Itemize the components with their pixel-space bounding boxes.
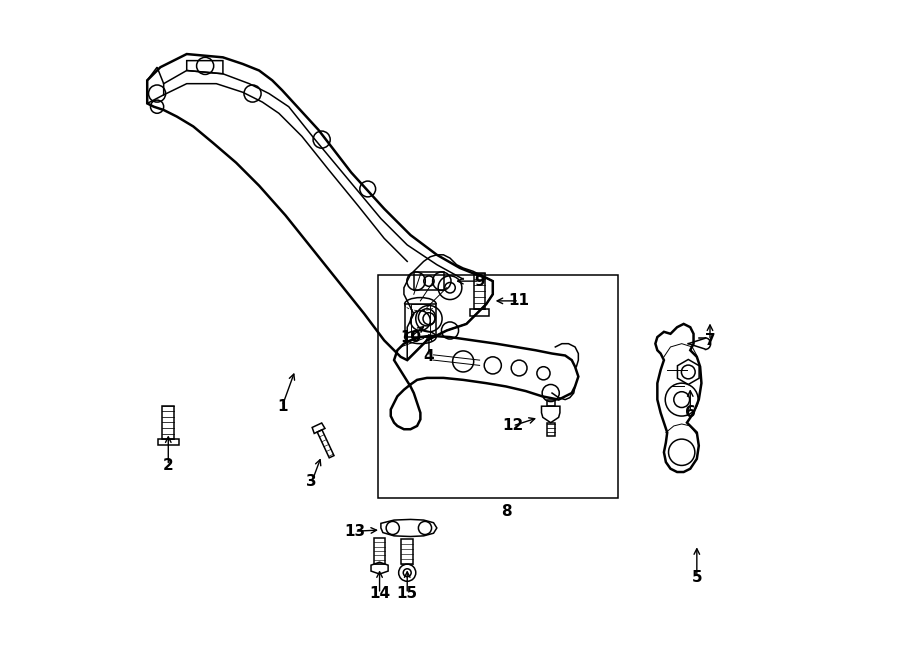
Text: 10: 10 — [400, 330, 421, 344]
Text: 15: 15 — [397, 586, 418, 602]
Text: 1: 1 — [277, 399, 287, 414]
Bar — [378, 274, 617, 498]
Text: 8: 8 — [500, 504, 511, 519]
Text: 12: 12 — [502, 418, 523, 434]
Text: 9: 9 — [474, 274, 485, 289]
Text: 7: 7 — [705, 333, 716, 348]
Text: 3: 3 — [307, 475, 317, 489]
Text: 6: 6 — [685, 405, 696, 420]
Text: 2: 2 — [163, 458, 174, 473]
Text: 11: 11 — [508, 293, 529, 309]
Text: 4: 4 — [424, 349, 434, 364]
Text: 13: 13 — [344, 524, 365, 539]
Text: 5: 5 — [691, 570, 702, 585]
Text: 14: 14 — [369, 586, 390, 602]
